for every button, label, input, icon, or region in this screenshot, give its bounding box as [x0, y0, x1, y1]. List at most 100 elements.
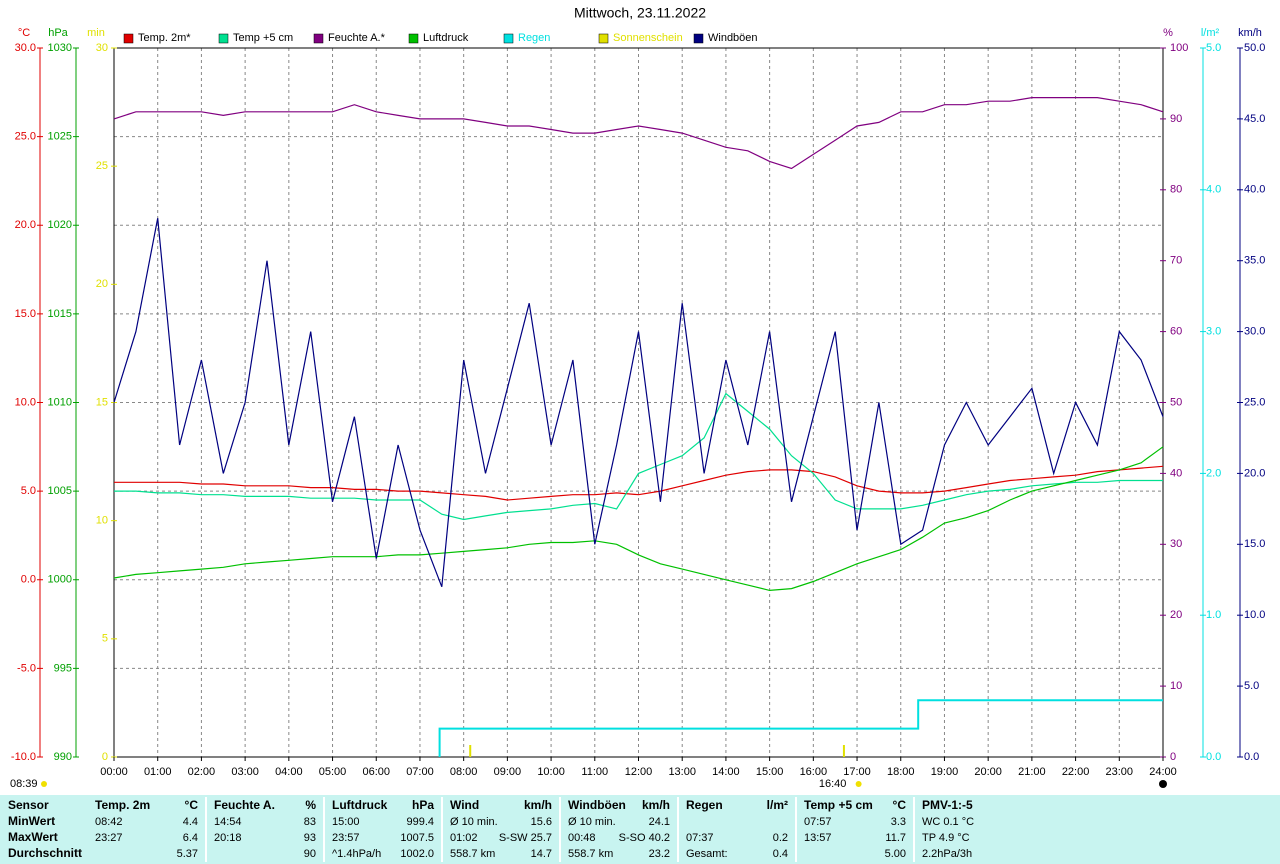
y-tick-label: 990 — [54, 751, 72, 763]
y-tick-label: 30 — [1170, 538, 1182, 550]
table-cell: hPa — [412, 798, 434, 812]
table-cell: 2.2hPa/3h — [922, 848, 972, 860]
sun-annotation: 16:40 — [819, 778, 847, 790]
sun-annotation: 08:39 — [10, 778, 38, 790]
table-cell: Durchschnitt — [8, 846, 82, 860]
y-tick-label: 30.0 — [15, 42, 36, 54]
legend-swatch — [408, 33, 419, 44]
legend-label: Regen — [518, 32, 550, 44]
table-cell: °C — [893, 798, 907, 812]
y-tick-label: 20 — [96, 278, 108, 290]
y-tick-label: 5 — [102, 633, 108, 645]
y-tick-label: 15 — [96, 396, 108, 408]
table-cell: 23:57 — [332, 832, 360, 844]
legend-swatch — [598, 33, 609, 44]
table-cell: MinWert — [8, 814, 55, 828]
legend-swatch — [503, 33, 514, 44]
axis-unit: °C — [18, 27, 30, 39]
y-tick-label: 20 — [1170, 609, 1182, 621]
y-tick-label: 25.0 — [15, 131, 36, 143]
x-tick-label: 22:00 — [1062, 766, 1090, 778]
table-cell: 3.3 — [891, 816, 906, 828]
y-tick-label: -5.0 — [17, 662, 36, 674]
series-line — [113, 446, 1164, 592]
table-cell: PMV-1:-5 — [922, 798, 973, 812]
x-tick-label: 07:00 — [406, 766, 434, 778]
table-cell: 558.7 km — [450, 848, 495, 860]
y-tick-label: 1000 — [48, 574, 72, 586]
x-tick-label: 21:00 — [1018, 766, 1046, 778]
table-cell: 23.2 — [649, 848, 670, 860]
x-tick-label: 11:00 — [581, 766, 608, 778]
y-tick-label: 40 — [1170, 467, 1182, 479]
table-cell: 0.4 — [773, 848, 788, 860]
table-cell: 24.1 — [649, 816, 670, 828]
legend-label: Luftdruck — [423, 32, 469, 44]
table-cell: MaxWert — [8, 830, 58, 844]
legend-label: Feuchte A.* — [328, 32, 386, 44]
table-cell: S-SO 40.2 — [619, 832, 670, 844]
sun-dot — [41, 781, 47, 787]
series-line — [113, 218, 1164, 588]
y-tick-label: 1020 — [48, 219, 72, 231]
table-cell: WC 0.1 °C — [922, 816, 974, 828]
y-tick-label: -10.0 — [11, 751, 36, 763]
table-cell: Windböen — [568, 798, 626, 812]
table-cell: 14.7 — [531, 848, 552, 860]
stats-panel — [0, 795, 1280, 864]
x-tick-label: 05:00 — [319, 766, 347, 778]
table-cell: km/h — [524, 798, 552, 812]
y-tick-label: 1030 — [48, 42, 72, 54]
table-cell: % — [305, 798, 316, 812]
table-cell: 14:54 — [214, 816, 242, 828]
y-tick-label: 0 — [1170, 751, 1176, 763]
legend-label: Temp +5 cm — [233, 32, 293, 44]
table-cell: 08:42 — [95, 816, 123, 828]
y-tick-label: 10.0 — [1244, 609, 1265, 621]
table-cell: 11.7 — [885, 832, 906, 844]
table-cell: Gesamt: — [686, 848, 728, 860]
x-tick-label: 16:00 — [800, 766, 828, 778]
x-tick-label: 12:00 — [625, 766, 653, 778]
table-cell: 5.37 — [177, 848, 198, 860]
x-tick-label: 04:00 — [275, 766, 303, 778]
y-tick-label: 1015 — [48, 308, 72, 320]
x-tick-label: 13:00 — [668, 766, 696, 778]
axis-unit: min — [87, 27, 105, 39]
y-tick-label: 10 — [1170, 680, 1182, 692]
y-tick-label: 1005 — [48, 485, 72, 497]
y-tick-label: 25.0 — [1244, 396, 1265, 408]
table-cell: 15.6 — [531, 816, 552, 828]
legend-swatch — [218, 33, 229, 44]
table-cell: 83 — [304, 816, 316, 828]
axis-unit: hPa — [48, 27, 68, 39]
y-tick-label: 80 — [1170, 184, 1182, 196]
y-tick-label: 15.0 — [15, 308, 36, 320]
table-cell: Temp. 2m — [95, 798, 150, 812]
y-tick-label: 35.0 — [1244, 255, 1265, 267]
y-tick-label: 3.0 — [1206, 326, 1221, 338]
table-cell: Wind — [450, 798, 479, 812]
y-tick-label: 10.0 — [15, 396, 36, 408]
y-tick-label: 70 — [1170, 255, 1182, 267]
axis-unit: km/h — [1238, 27, 1262, 39]
axis-unit: l/m² — [1201, 27, 1220, 39]
table-cell: 15:00 — [332, 816, 360, 828]
y-tick-label: 90 — [1170, 113, 1182, 125]
day-end-dot — [1159, 780, 1167, 788]
legend-label: Sonnenschein — [613, 32, 683, 44]
table-cell: 5.00 — [885, 848, 906, 860]
x-tick-label: 08:00 — [450, 766, 478, 778]
x-tick-label: 14:00 — [712, 766, 740, 778]
y-tick-label: 0.0 — [1206, 751, 1221, 763]
y-tick-label: 20.0 — [15, 219, 36, 231]
table-cell: Feuchte A. — [214, 798, 275, 812]
table-cell: l/m² — [767, 798, 788, 812]
y-tick-label: 0.0 — [1244, 751, 1259, 763]
x-tick-label: 06:00 — [362, 766, 390, 778]
y-tick-label: 5.0 — [1244, 680, 1259, 692]
table-cell: 0.2 — [773, 832, 788, 844]
table-cell: Ø 10 min. — [450, 816, 498, 828]
table-cell: 00:48 — [568, 832, 596, 844]
y-tick-label: 4.0 — [1206, 184, 1221, 196]
